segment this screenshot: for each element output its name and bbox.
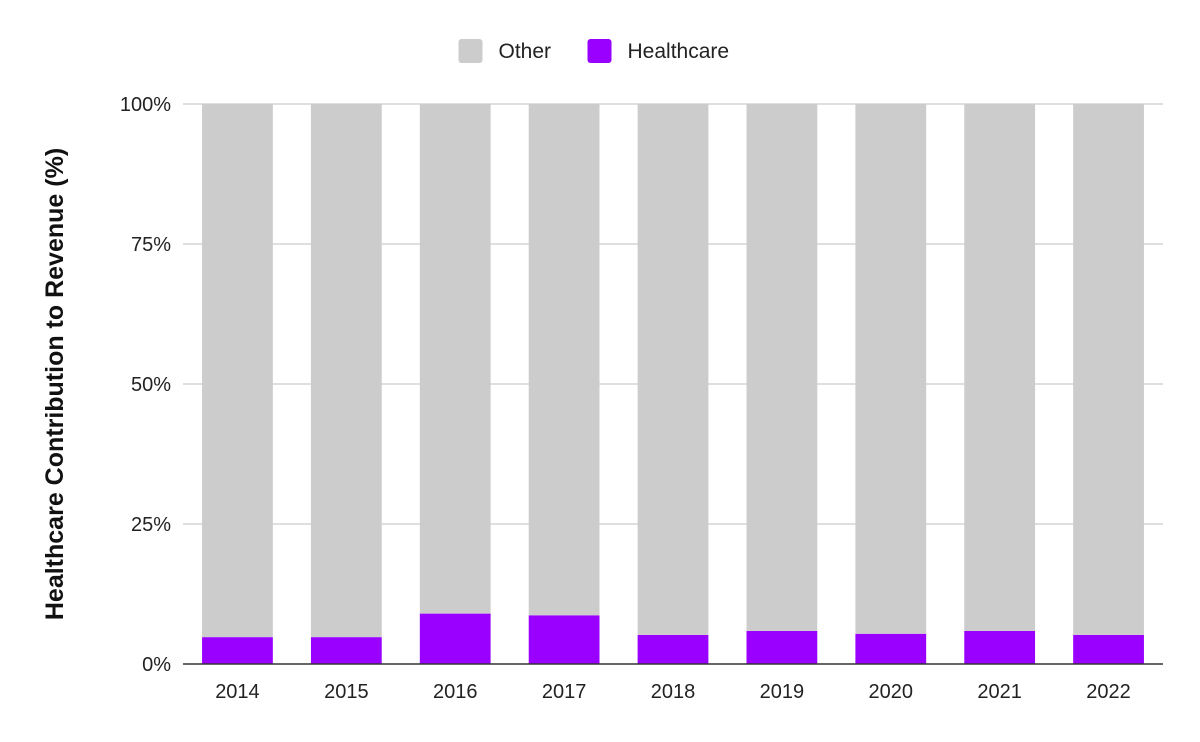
x-tick-label: 2014 xyxy=(215,681,260,703)
bar-healthcare-2016 xyxy=(419,613,491,664)
bar-other-2016 xyxy=(419,104,491,614)
bar-healthcare-2022 xyxy=(1073,634,1144,664)
y-tick-label: 50% xyxy=(131,374,171,396)
bar-healthcare-2015 xyxy=(310,637,382,664)
bar-other-2022 xyxy=(1073,104,1144,635)
x-tick-label: 2021 xyxy=(977,681,1022,703)
y-tick-label: 75% xyxy=(131,234,171,256)
x-tick-label: 2022 xyxy=(1086,681,1131,703)
legend-swatch-healthcare xyxy=(587,39,612,63)
bar-other-2018 xyxy=(637,104,709,635)
bar-other-2019 xyxy=(746,104,818,631)
legend-label-healthcare: Healthcare xyxy=(628,40,730,63)
legend-swatch-other xyxy=(458,39,483,63)
x-tick-label: 2018 xyxy=(651,681,696,703)
x-tick-label: 2019 xyxy=(760,681,805,703)
bar-healthcare-2020 xyxy=(855,633,927,664)
legend-label-other: Other xyxy=(499,40,552,63)
x-tick-label: 2016 xyxy=(433,681,478,703)
y-tick-label: 100% xyxy=(120,94,171,116)
legend: Other Healthcare xyxy=(458,39,730,63)
bar-healthcare-2019 xyxy=(746,630,818,664)
bars xyxy=(202,104,1144,664)
y-tick-label: 25% xyxy=(131,514,171,536)
y-axis-tick-labels: 0% 25% 50% 75% 100% xyxy=(120,94,171,676)
bar-other-2015 xyxy=(310,104,382,638)
bar-other-2014 xyxy=(202,104,273,638)
y-axis-label: Healthcare Contribution to Revenue (%) xyxy=(41,148,69,620)
bar-healthcare-2018 xyxy=(637,634,709,664)
bar-healthcare-2021 xyxy=(964,630,1036,664)
y-tick-label: 0% xyxy=(142,654,171,676)
x-axis-tick-labels: 2014 2015 2016 2017 2018 2019 2020 2021 2022 xyxy=(215,681,1131,703)
bar-healthcare-2017 xyxy=(528,615,600,664)
x-tick-label: 2017 xyxy=(542,681,587,703)
bar-other-2017 xyxy=(528,104,600,616)
x-tick-label: 2020 xyxy=(869,681,914,703)
bar-healthcare-2014 xyxy=(202,637,273,664)
bar-other-2020 xyxy=(855,104,927,634)
bar-other-2021 xyxy=(964,104,1036,631)
x-tick-label: 2015 xyxy=(324,681,369,703)
